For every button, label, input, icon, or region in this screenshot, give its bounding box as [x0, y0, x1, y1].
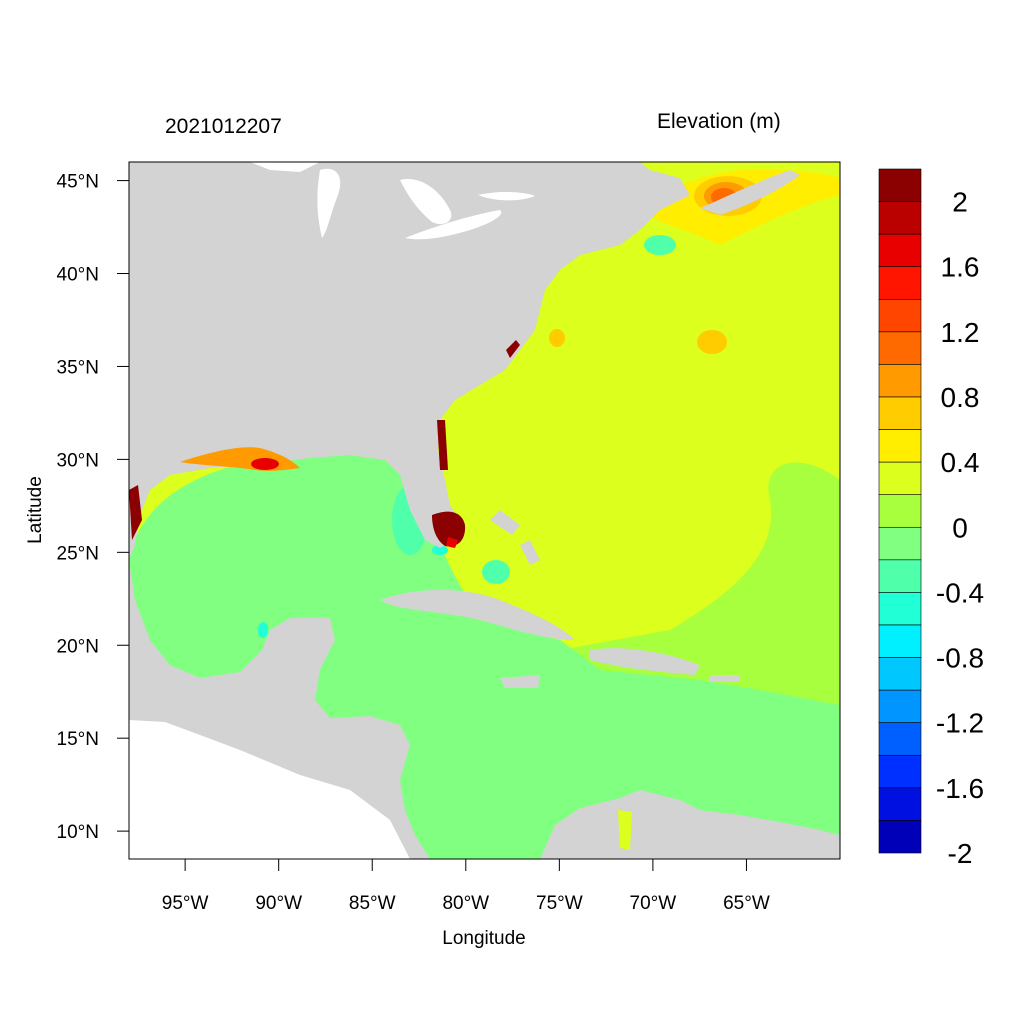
- colorbar-label: -2: [948, 838, 973, 869]
- colorbar-label: -0.4: [936, 577, 984, 608]
- south-america-land: [540, 790, 840, 859]
- lon-tick-label: 95°W: [162, 893, 209, 914]
- lon-tick-label: 90°W: [255, 893, 302, 914]
- lat-tick-label: 15°N: [57, 729, 99, 750]
- bahamas-land: [490, 510, 540, 565]
- colorbar-swatch: [878, 787, 922, 821]
- colorbar-swatch: [878, 624, 922, 658]
- lon-tick-label: 85°W: [349, 893, 396, 914]
- lon-tick-label: 75°W: [536, 893, 583, 914]
- colorbar: 2 1.6 1.2 0.8 0.4 0 -0.4 -0.8 -1.2 -1.6 -2: [878, 168, 984, 869]
- colorbar-label: 0.8: [941, 382, 980, 413]
- lat-tick-label: 10°N: [57, 822, 99, 843]
- colorbar-swatch: [878, 364, 922, 398]
- jamaica-land: [500, 675, 540, 688]
- colorbar-swatch: [878, 461, 922, 496]
- colorbar-label: 1.2: [941, 317, 980, 348]
- colorbar-swatch: [878, 396, 922, 430]
- colorbar-label: 0.4: [941, 447, 980, 478]
- lake-michigan: [317, 168, 341, 238]
- x-axis-label: Longitude: [442, 928, 525, 949]
- hispaniola-land: [590, 648, 700, 675]
- colorbar-swatch: [878, 429, 922, 463]
- colorbar-swatch: [878, 722, 922, 756]
- colorbar-swatch: [878, 689, 922, 724]
- map-frame: [128, 161, 841, 860]
- colorbar-label: 1.6: [941, 252, 980, 283]
- lat-tick-label: 20°N: [57, 636, 99, 657]
- puerto-rico-land: [710, 675, 740, 682]
- colorbar-swatch: [878, 298, 922, 333]
- colorbar-label: -1.6: [936, 773, 984, 804]
- atlantic-lower-region: [560, 462, 840, 710]
- lake-erie: [405, 210, 502, 240]
- colorbar-swatch: [878, 201, 922, 235]
- longitude-axis: 95°W 90°W 85°W 80°W 75°W 70°W 65°W: [162, 859, 770, 914]
- lake-maracaibo: [618, 810, 632, 850]
- colorbar-swatch: [878, 331, 922, 365]
- colorbar-swatch: [878, 494, 922, 528]
- lake-ontario: [478, 192, 535, 201]
- colorbar-label: 2: [952, 187, 968, 218]
- bahamas-low: [482, 560, 510, 584]
- lon-tick-label: 65°W: [723, 893, 770, 914]
- florida-surge-max: [432, 511, 466, 547]
- colorbar-swatch: [878, 592, 922, 626]
- y-axis-label: Latitude: [25, 476, 46, 544]
- lat-tick-label: 35°N: [57, 357, 99, 378]
- nova-scotia-land: [700, 170, 800, 215]
- map-area[interactable]: [129, 162, 840, 859]
- gulf-coast-surge-core: [251, 458, 279, 470]
- eddy-patch: [549, 329, 565, 347]
- eastern-pacific-nodata: [129, 720, 410, 859]
- yucatan-low: [258, 622, 268, 638]
- colorbar-swatch: [878, 657, 922, 691]
- colorbar-label: -1.2: [936, 708, 984, 739]
- latitude-axis: 45°N 40°N 35°N 30°N 25°N 20°N 15°N 10°N: [57, 172, 129, 843]
- east-coast-surge: [437, 420, 448, 470]
- florida-surge-edge: [446, 537, 458, 548]
- colorbar-swatch: [878, 233, 922, 268]
- colorbar-swatch: [878, 820, 922, 854]
- lake-huron: [400, 179, 452, 225]
- lat-tick-label: 40°N: [57, 265, 99, 286]
- lat-tick-label: 30°N: [57, 450, 99, 471]
- colorbar-swatch: [878, 526, 922, 561]
- colorbar-swatch: [878, 168, 922, 202]
- variable-title: Elevation (m): [657, 110, 781, 133]
- lon-tick-label: 80°W: [442, 893, 489, 914]
- carolina-surge: [506, 340, 520, 358]
- lon-tick-label: 70°W: [630, 893, 677, 914]
- timestamp-label: 2021012207: [165, 115, 282, 138]
- cape-cod-low: [644, 235, 676, 255]
- colorbar-swatch: [878, 266, 922, 300]
- colorbar-label: 0: [952, 512, 968, 543]
- colorbar-swatch: [878, 559, 922, 593]
- lake-superior: [250, 162, 320, 172]
- eddy-patch: [697, 330, 727, 354]
- lat-tick-label: 25°N: [57, 543, 99, 564]
- florida-keys-low: [432, 545, 448, 555]
- lat-tick-label: 45°N: [57, 172, 99, 193]
- colorbar-swatch: [878, 754, 922, 789]
- texas-surge: [129, 485, 142, 540]
- colorbar-label: -0.8: [936, 643, 984, 674]
- cuba-land: [380, 589, 575, 640]
